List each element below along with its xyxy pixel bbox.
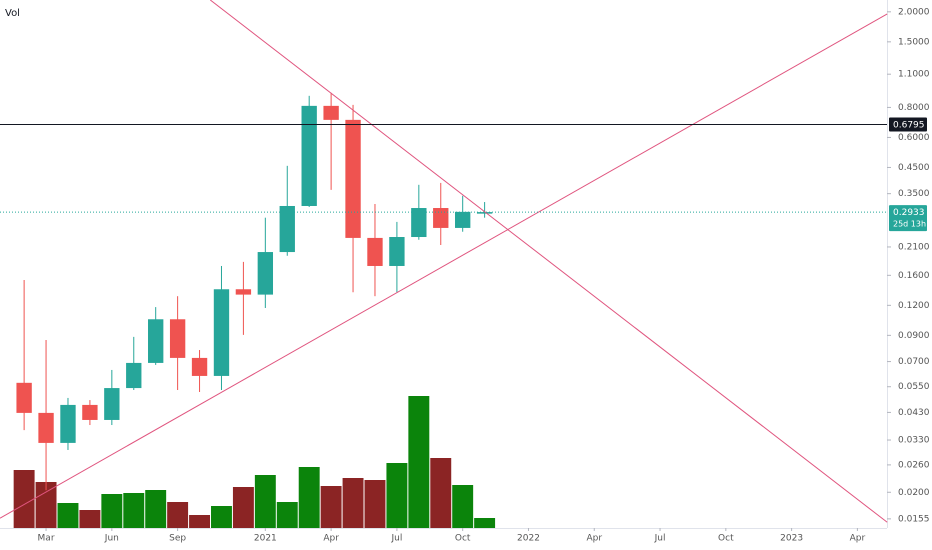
candle-body: [169, 319, 186, 358]
volume-bar: [167, 502, 189, 528]
x-tick-label: 2022: [517, 534, 540, 544]
y-tick-label: 0.0155: [898, 514, 930, 524]
y-tick-label: 1.1000: [898, 70, 930, 80]
candle-body: [389, 237, 405, 266]
candle-body: [367, 237, 383, 266]
volume-bar: [123, 493, 145, 528]
volume-bar: [276, 502, 298, 528]
y-tick-label: 0.0330: [898, 436, 930, 446]
volume-bar: [408, 396, 430, 528]
x-tick-label: 2021: [254, 534, 277, 544]
x-tick-label: Mar: [38, 534, 55, 544]
y-tick-label: 0.6000: [898, 133, 930, 143]
candle-body: [235, 289, 252, 295]
x-tick-label: Oct: [455, 534, 471, 544]
candle-body: [213, 289, 230, 376]
volume-bar: [364, 480, 386, 528]
candle-body: [476, 212, 493, 214]
trend-line: [209, 0, 888, 523]
volume-title: Vol: [5, 8, 20, 19]
last-price-box: [889, 205, 927, 232]
x-tick-label: Apr: [850, 534, 866, 544]
x-tick-label: Sep: [169, 534, 186, 544]
candle-body: [279, 205, 295, 253]
candle-body: [301, 105, 317, 206]
y-tick-label: 0.3500: [898, 189, 930, 199]
volume-bar: [386, 463, 408, 528]
candle-body: [323, 105, 339, 120]
volume-bar: [211, 506, 232, 528]
candle-body: [38, 412, 54, 443]
volume-bar: [79, 510, 101, 528]
y-tick-label: 0.8000: [898, 103, 930, 113]
y-tick-label: 0.0900: [898, 331, 930, 341]
last-price-label: 0.2933: [893, 208, 925, 218]
volume-bar: [35, 482, 57, 528]
volume-bar: [430, 458, 452, 528]
y-tick-label: 0.0550: [898, 382, 930, 392]
candle-body: [126, 362, 142, 389]
candle-body: [455, 211, 471, 228]
volume-bar: [232, 487, 254, 528]
candle-body: [148, 319, 164, 363]
candle-body: [257, 252, 274, 295]
candle-body: [433, 208, 449, 228]
x-tick-label: 2023: [780, 534, 803, 544]
x-tick-label: Jun: [104, 534, 119, 544]
volume-bar: [342, 478, 364, 528]
y-tick-label: 0.0200: [898, 488, 930, 498]
volume-bar: [320, 486, 342, 528]
x-tick-label: Apr: [586, 534, 602, 544]
candle-body: [191, 357, 208, 376]
countdown-label: 25d 13h: [893, 220, 926, 229]
y-tick-label: 0.0430: [898, 408, 930, 418]
volume-bar: [298, 467, 320, 528]
x-tick-label: Jul: [654, 534, 666, 544]
trend-line: [0, 13, 888, 519]
price-label-box: [889, 117, 927, 132]
candle-body: [345, 119, 361, 238]
y-tick-label: 1.5000: [898, 37, 930, 47]
y-tick-label: 0.2100: [898, 242, 930, 252]
volume-bar: [189, 515, 211, 528]
volume-bar: [145, 490, 167, 528]
candle-body: [60, 404, 76, 443]
volume-bar: [57, 503, 79, 528]
volume-bar: [101, 494, 123, 528]
y-tick-label: 0.0700: [898, 357, 930, 367]
volume-bar: [452, 485, 474, 528]
y-tick-label: 0.4500: [898, 163, 930, 173]
y-tick-label: 0.1200: [898, 301, 930, 311]
candle-body: [104, 388, 120, 420]
volume-bar: [474, 518, 496, 528]
volume-bar: [13, 470, 35, 528]
price-label: 0.6795: [893, 120, 925, 130]
candle-body: [411, 208, 427, 238]
x-tick-label: Jul: [390, 534, 402, 544]
x-tick-label: Oct: [718, 534, 734, 544]
x-tick-label: Apr: [323, 534, 339, 544]
candle-body: [82, 404, 98, 420]
candle-body: [16, 382, 32, 413]
y-tick-label: 0.0260: [898, 460, 930, 470]
y-tick-label: 0.1600: [898, 271, 930, 281]
y-tick-label: 2.0000: [898, 7, 930, 17]
volume-bar: [254, 475, 276, 528]
